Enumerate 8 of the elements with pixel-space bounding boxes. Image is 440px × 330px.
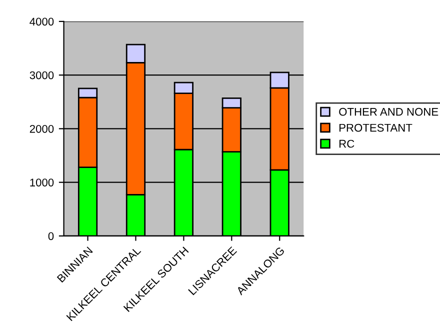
y-tick-label: 1000 bbox=[30, 178, 54, 186]
legend-label: PROTESTANT bbox=[339, 124, 412, 132]
y-tick-label: 0 bbox=[48, 232, 54, 240]
y-tick-label: 4000 bbox=[30, 18, 54, 26]
y-tick-label: 2000 bbox=[30, 124, 54, 133]
y-tick-label: 3000 bbox=[30, 71, 54, 80]
legend-label: RC bbox=[339, 140, 354, 148]
legend-label: OTHER AND NONE bbox=[339, 108, 438, 116]
